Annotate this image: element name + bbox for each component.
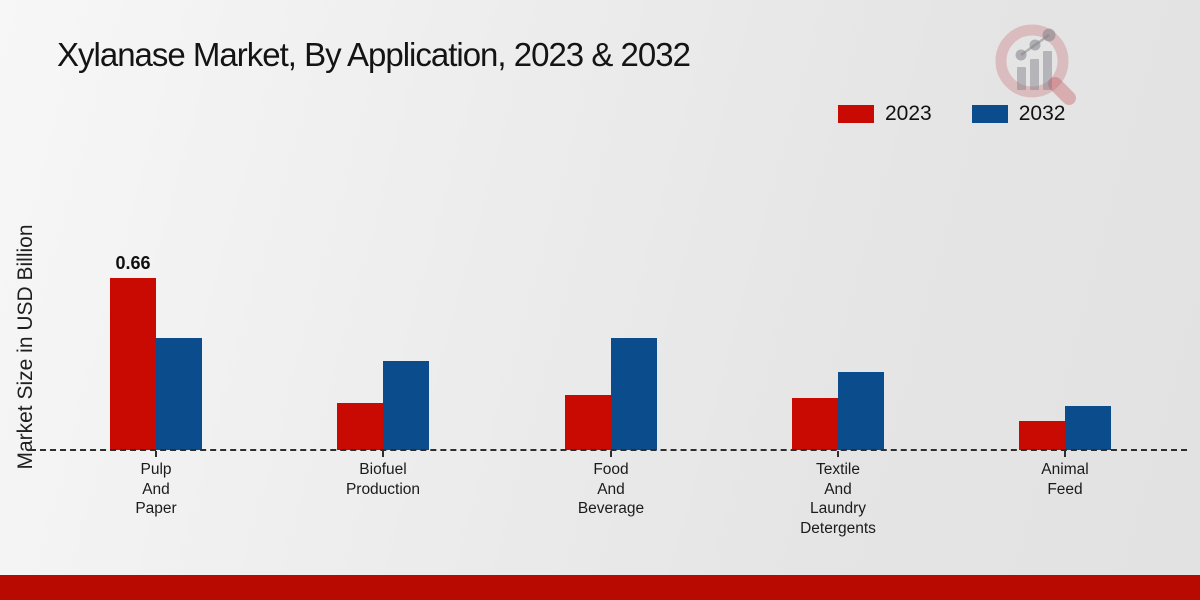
bar-2023-pulp-and-paper [110,278,156,450]
magnifier-growth-chart-logo-icon [988,20,1080,108]
x-axis-baseline [30,449,1187,451]
legend-swatch-2023 [838,105,874,123]
bar-value-label-2023-pulp-and-paper: 0.66 [115,253,151,273]
legend-label-2023: 2023 [885,102,932,125]
bar-2023-textile-and-laundry-detergents [792,398,838,450]
x-axis-tick-food-and-beverage [610,451,612,457]
chart-title: Xylanase Market, By Application, 2023 & … [57,36,691,73]
x-axis-category-label-pulp-and-paper: Pulp And Paper [135,461,177,517]
bar-2032-pulp-and-paper [156,338,202,450]
legend-item-2023: 2023 [838,102,932,126]
x-axis-tick-animal-feed [1064,451,1066,457]
legend-swatch-2032 [971,105,1008,123]
x-axis-tick-biofuel-production [382,451,384,457]
legend: 2023 2032 [838,102,1065,126]
x-axis-category-label-biofuel-production: Biofuel Production [345,461,421,498]
bar-2023-biofuel-production [337,403,383,450]
bar-2032-animal-feed [1065,406,1111,450]
legend-item-2032: 2032 [971,102,1066,126]
bar-2032-biofuel-production [383,361,429,450]
x-axis-tick-textile-and-laundry-detergents [837,451,839,457]
x-axis-tick-pulp-and-paper [155,451,157,457]
bar-2032-food-and-beverage [611,338,657,450]
bar-2023-animal-feed [1019,421,1065,450]
bar-2023-food-and-beverage [565,395,611,450]
legend-label-2032: 2032 [1018,102,1066,125]
x-axis-category-label-animal-feed: Animal Feed [1041,461,1089,498]
x-axis-category-label-food-and-beverage: Food And Beverage [577,461,645,517]
footer-accent-bar [0,575,1200,600]
bar-2032-textile-and-laundry-detergents [838,372,884,450]
x-axis-category-label-textile-and-laundry-detergents: Textile And Laundry Detergents [800,461,876,537]
